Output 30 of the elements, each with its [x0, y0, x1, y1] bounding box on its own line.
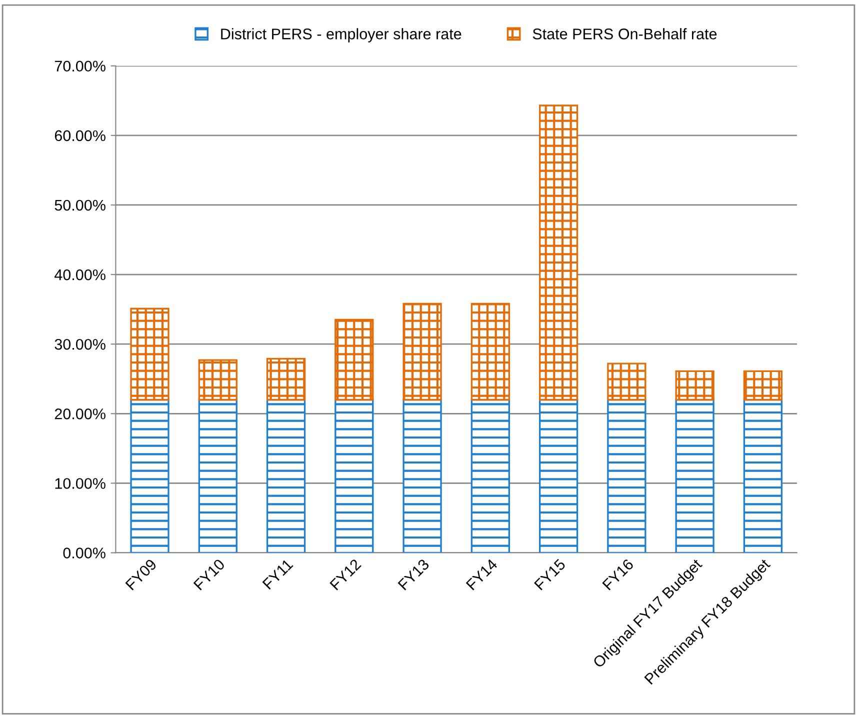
y-tick-label: 70.00% — [54, 60, 106, 72]
bar — [470, 302, 510, 401]
bar — [266, 398, 306, 553]
bar — [130, 308, 170, 401]
y-tick-label: 60.00% — [54, 130, 106, 142]
bar — [266, 358, 306, 401]
y-tick-label: 0.00% — [63, 548, 106, 558]
bar — [538, 104, 578, 401]
bar — [607, 362, 646, 401]
bar — [402, 302, 442, 401]
bar — [198, 359, 238, 401]
y-tick-label: 20.00% — [54, 408, 106, 420]
bar — [470, 398, 510, 553]
y-tick-label: 10.00% — [55, 478, 106, 489]
legend-label: District PERS - employer share rate — [221, 28, 462, 42]
bar — [538, 398, 578, 553]
bar — [402, 398, 442, 553]
bar — [198, 398, 238, 553]
bar — [675, 398, 714, 553]
bar — [675, 370, 714, 401]
bar — [334, 318, 374, 401]
bar — [130, 398, 170, 553]
y-tick-label: 40.00% — [54, 269, 106, 280]
bar — [743, 398, 783, 553]
bar — [607, 398, 646, 553]
y-tick-label: 30.00% — [54, 338, 106, 350]
legend-label: State PERS On-Behalf rate — [532, 28, 717, 40]
bar — [334, 398, 374, 553]
bar — [743, 370, 783, 401]
y-tick-label: 50.00% — [54, 200, 106, 211]
